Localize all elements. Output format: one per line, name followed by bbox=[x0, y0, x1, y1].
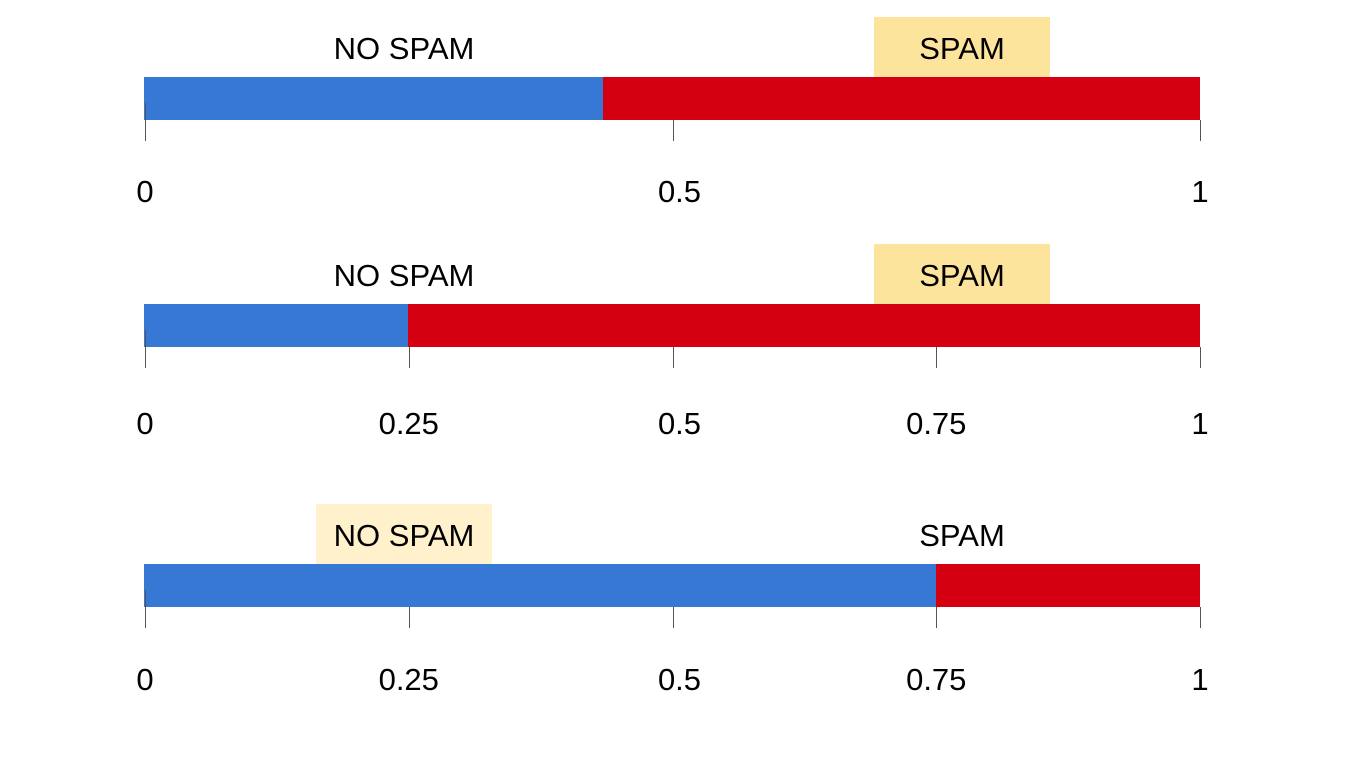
axis-tick bbox=[673, 120, 674, 141]
tick-label: 0.75 bbox=[906, 406, 967, 441]
tick-label: 0 bbox=[136, 662, 154, 697]
no-spam-label: NO SPAM bbox=[333, 31, 475, 66]
tick-label: 0.25 bbox=[378, 406, 439, 441]
threshold-bar bbox=[144, 304, 1200, 347]
tick-label: 1 bbox=[1191, 662, 1209, 697]
spam-segment bbox=[603, 77, 1200, 120]
threshold-bar bbox=[144, 564, 1200, 607]
no-spam-segment bbox=[144, 304, 408, 347]
axis-start-tick bbox=[145, 330, 146, 368]
tick-label: 0 bbox=[136, 406, 154, 441]
spam-label: SPAM bbox=[919, 518, 1005, 553]
axis-tick bbox=[936, 607, 937, 628]
tick-label: 0.75 bbox=[906, 662, 967, 697]
tick-label: 0 bbox=[136, 174, 154, 209]
axis-tick bbox=[1200, 347, 1201, 368]
no-spam-segment bbox=[144, 564, 936, 607]
spam-label: SPAM bbox=[874, 17, 1050, 77]
spam-segment bbox=[408, 304, 1200, 347]
no-spam-label: NO SPAM bbox=[316, 504, 492, 564]
axis-start-tick bbox=[145, 590, 146, 628]
tick-label: 0.5 bbox=[657, 662, 702, 697]
tick-label: 0.25 bbox=[378, 662, 439, 697]
no-spam-segment bbox=[144, 77, 604, 120]
tick-label: 1 bbox=[1191, 174, 1209, 209]
axis-tick bbox=[409, 607, 410, 628]
spam-label: SPAM bbox=[874, 244, 1050, 304]
axis-tick bbox=[936, 347, 937, 368]
axis-tick bbox=[1200, 607, 1201, 628]
tick-label: 0.5 bbox=[657, 174, 702, 209]
axis-tick bbox=[673, 607, 674, 628]
threshold-bar bbox=[144, 77, 1200, 120]
no-spam-label: NO SPAM bbox=[333, 258, 475, 293]
tick-label: 0.5 bbox=[657, 406, 702, 441]
spam-segment bbox=[936, 564, 1200, 607]
axis-tick bbox=[1200, 120, 1201, 141]
tick-label: 1 bbox=[1191, 406, 1209, 441]
axis-start-tick bbox=[145, 103, 146, 141]
axis-tick bbox=[673, 347, 674, 368]
axis-tick bbox=[409, 347, 410, 368]
